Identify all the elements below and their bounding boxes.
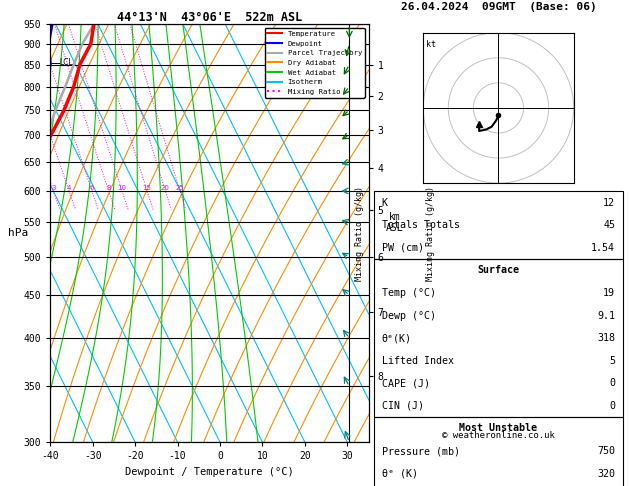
- Text: © weatheronline.co.uk: © weatheronline.co.uk: [442, 431, 555, 440]
- Text: K: K: [382, 198, 387, 208]
- Text: 12: 12: [603, 198, 615, 208]
- Legend: Temperature, Dewpoint, Parcel Trajectory, Dry Adiabat, Wet Adiabat, Isotherm, Mi: Temperature, Dewpoint, Parcel Trajectory…: [265, 28, 365, 98]
- Text: 318: 318: [598, 333, 615, 343]
- Text: 0: 0: [610, 378, 615, 388]
- Text: 750: 750: [598, 446, 615, 456]
- Text: Lifted Index: Lifted Index: [382, 356, 454, 366]
- Text: LCL: LCL: [60, 58, 74, 67]
- Text: Totals Totals: Totals Totals: [382, 220, 460, 230]
- Text: 20: 20: [161, 185, 170, 191]
- Text: θᵉ(K): θᵉ(K): [382, 333, 411, 343]
- Bar: [374, 191, 623, 259]
- Text: 8: 8: [106, 185, 111, 191]
- Text: Temp (°C): Temp (°C): [382, 288, 436, 298]
- Text: Mixing Ratio (g/kg): Mixing Ratio (g/kg): [355, 186, 364, 281]
- Text: 45: 45: [603, 220, 615, 230]
- Y-axis label: km
ASL: km ASL: [386, 212, 403, 233]
- Text: 0: 0: [610, 401, 615, 411]
- Text: 5: 5: [610, 356, 615, 366]
- Text: 10: 10: [118, 185, 126, 191]
- Text: Mixing Ratio (g/kg): Mixing Ratio (g/kg): [426, 186, 435, 281]
- Bar: [374, 417, 623, 486]
- Text: 6: 6: [90, 185, 94, 191]
- Text: CAPE (J): CAPE (J): [382, 378, 430, 388]
- Text: 19: 19: [603, 288, 615, 298]
- Text: 9.1: 9.1: [598, 311, 615, 321]
- Text: 25: 25: [175, 185, 184, 191]
- Text: Dewp (°C): Dewp (°C): [382, 311, 436, 321]
- Text: 3: 3: [51, 185, 56, 191]
- Text: θᵉ (K): θᵉ (K): [382, 469, 418, 479]
- Text: 1.54: 1.54: [591, 243, 615, 253]
- Text: Pressure (mb): Pressure (mb): [382, 446, 460, 456]
- Text: 320: 320: [598, 469, 615, 479]
- Text: Most Unstable: Most Unstable: [459, 423, 537, 434]
- Text: Surface: Surface: [477, 265, 520, 276]
- Text: CIN (J): CIN (J): [382, 401, 424, 411]
- Text: PW (cm): PW (cm): [382, 243, 424, 253]
- X-axis label: Dewpoint / Temperature (°C): Dewpoint / Temperature (°C): [125, 467, 294, 477]
- Text: 26.04.2024  09GMT  (Base: 06): 26.04.2024 09GMT (Base: 06): [401, 2, 596, 12]
- Text: 15: 15: [143, 185, 152, 191]
- Bar: [374, 259, 623, 417]
- Text: 4: 4: [67, 185, 71, 191]
- Title: 44°13'N  43°06'E  522m ASL: 44°13'N 43°06'E 522m ASL: [117, 11, 302, 24]
- Text: hPa: hPa: [8, 228, 29, 238]
